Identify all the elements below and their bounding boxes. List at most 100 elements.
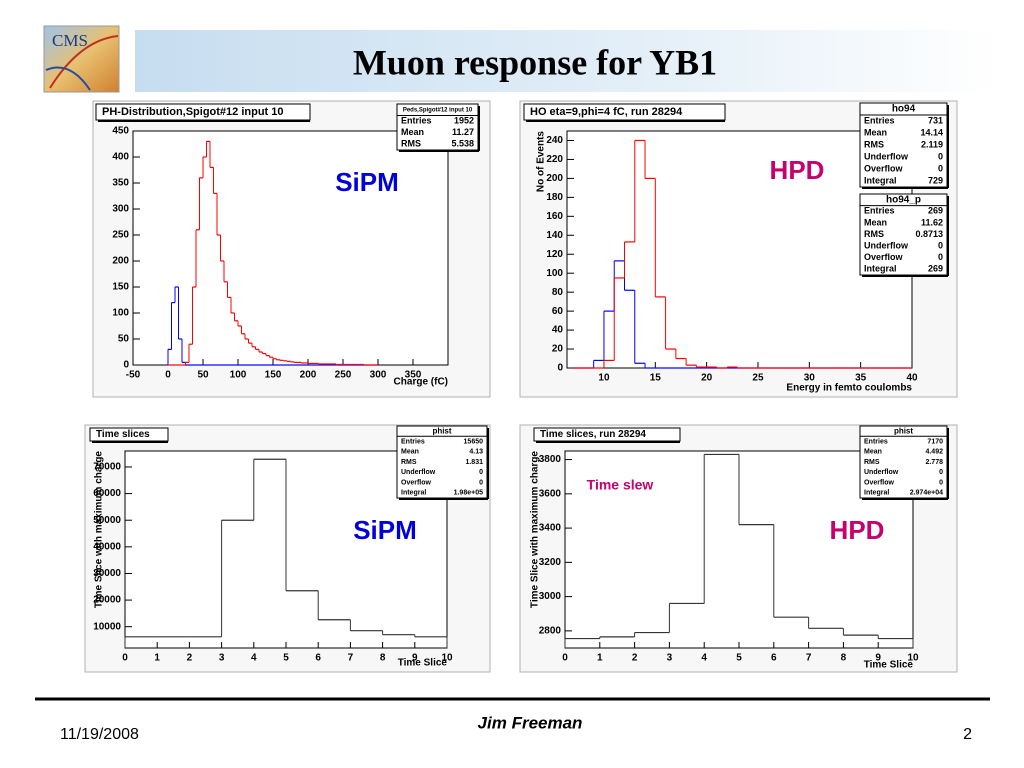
y-tick-label: 200: [112, 256, 129, 267]
hist-title: HO eta=9,phi=4 fC, run 28294: [530, 106, 683, 118]
stats-label: Integral: [864, 490, 889, 497]
x-tick-label: 3: [219, 653, 225, 664]
stats-value: 2.778: [925, 459, 943, 466]
y-tick-label: 100: [546, 268, 563, 279]
x-tick-label: 20: [701, 373, 713, 384]
hist-title: Time slices: [96, 429, 150, 440]
y-axis-title: No of Events: [536, 131, 547, 193]
footer-author: Jim Freeman: [478, 713, 583, 732]
y-tick-label: 200: [546, 173, 563, 184]
stats-value: 0: [938, 240, 943, 250]
x-tick-label: 200: [300, 370, 317, 381]
y-tick-label: 60: [552, 306, 564, 317]
x-tick-label: 8: [380, 653, 386, 664]
x-tick-label: 7: [806, 653, 812, 664]
logo: CMS: [43, 25, 120, 93]
stats-value: 0: [938, 151, 943, 161]
x-tick-label: 10: [907, 653, 919, 664]
y-tick-label: 0: [557, 363, 563, 374]
stats-label: RMS: [864, 459, 880, 466]
x-tick-label: 4: [701, 653, 707, 664]
x-tick-label: 2: [187, 653, 193, 664]
y-tick-label: 160: [546, 211, 563, 222]
x-axis-title: Energy in femto coulombs: [786, 383, 912, 394]
stats-label: RMS: [401, 139, 421, 149]
stats-title: ho94: [892, 104, 916, 115]
stats-label: Integral: [864, 264, 897, 274]
stats-label: RMS: [864, 229, 884, 239]
stats-value: 269: [928, 264, 943, 274]
stats-label: Entries: [401, 116, 432, 126]
x-tick-label: 100: [230, 370, 247, 381]
stats-box: [859, 425, 948, 499]
stats-label: Entries: [401, 438, 425, 445]
x-tick-label: 30: [804, 373, 816, 384]
x-tick-label: 0: [122, 653, 128, 664]
y-tick-label: 120: [546, 249, 563, 260]
y-tick-label: 400: [112, 152, 129, 163]
y-tick-label: 10000: [93, 621, 121, 632]
slide-title: Muon response for YB1: [353, 42, 717, 82]
title-band: [135, 30, 1000, 92]
logo-track: [45, 66, 91, 91]
x-tick-label: 15: [650, 373, 662, 384]
x-tick-label: 10: [441, 653, 453, 664]
stats-value: 2.974e+04: [910, 490, 943, 497]
x-tick-label: 150: [265, 370, 282, 381]
stats-label: Mean: [864, 127, 887, 137]
x-tick-label: 300: [370, 370, 387, 381]
annotation: HPD: [770, 155, 825, 185]
x-tick-label: 350: [405, 370, 422, 381]
stats-value: 11.27: [452, 127, 474, 137]
stats-value: 729: [928, 175, 943, 185]
stats-label: Underflow: [864, 240, 909, 250]
y-tick-label: 40: [552, 325, 564, 336]
x-tick-label: 4: [251, 653, 257, 664]
stats-title: phist: [894, 426, 913, 435]
stats-label: RMS: [864, 139, 884, 149]
x-tick-label: 25: [752, 373, 764, 384]
stats-label: Overflow: [864, 163, 904, 173]
annotation: SiPM: [335, 167, 399, 197]
stats-value: 11.62: [921, 217, 943, 227]
stats-box: [396, 425, 488, 499]
y-tick-label: 2800: [539, 626, 562, 637]
y-tick-label: 140: [546, 230, 563, 241]
stats-value: 731: [928, 115, 943, 125]
hist-title: PH-Distribution,Spigot#12 input 10: [102, 106, 284, 118]
y-tick-label: 350: [112, 178, 129, 189]
y-tick-label: 50: [118, 334, 130, 345]
stats-label: Entries: [864, 206, 895, 216]
y-tick-label: 3600: [539, 488, 562, 499]
stats-value: 1952: [454, 116, 474, 126]
stats-label: Integral: [864, 175, 897, 185]
y-tick-label: 40000: [93, 541, 121, 552]
stats-label: Overflow: [864, 479, 895, 486]
x-tick-label: 6: [771, 653, 777, 664]
histogram-panel: 0 1 2 3 4 5 6 7 8 9 10 10000 20000 30000 40000 50000 600…: [84, 424, 491, 673]
stats-value: 0: [479, 479, 483, 486]
y-tick-label: 70000: [93, 462, 121, 473]
x-tick-label: 0: [165, 370, 171, 381]
stats-value: 0: [938, 252, 943, 262]
y-tick-label: 0: [123, 360, 129, 371]
stats-label: Underflow: [864, 469, 899, 476]
stats-value: 269: [928, 206, 943, 216]
plot-frame: [132, 130, 449, 366]
x-tick-label: 9: [875, 653, 881, 664]
stats-label: Integral: [401, 490, 426, 497]
y-tick-label: 150: [112, 282, 129, 293]
x-tick-label: 9: [412, 653, 418, 664]
stats-value: 0: [939, 479, 943, 486]
stats-label: Underflow: [401, 469, 436, 476]
stats-value: 0.8713: [915, 229, 943, 239]
y-tick-label: 20000: [93, 595, 121, 606]
annotation: HPD: [830, 515, 885, 545]
logo-track: [49, 35, 119, 89]
stats-value: 4.13: [469, 449, 483, 456]
y-tick-label: 450: [112, 126, 129, 137]
stats-label: Mean: [864, 217, 887, 227]
y-tick-label: 50000: [93, 515, 121, 526]
histogram-panel: 0 1 2 3 4 5 6 7 8 9 10280030003200340036003800Time…: [519, 424, 958, 673]
